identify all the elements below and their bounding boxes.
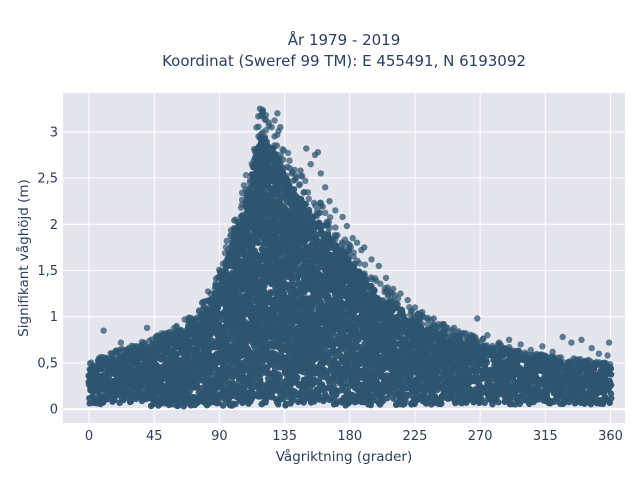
data-point	[273, 379, 279, 385]
data-point	[291, 186, 297, 192]
chart-title-group: År 1979 - 2019 Koordinat (Sweref 99 TM):…	[162, 30, 526, 70]
data-point	[294, 374, 300, 380]
chart-title-line-2: Koordinat (Sweref 99 TM): E 455491, N 61…	[162, 52, 526, 70]
chart-title-line-1: År 1979 - 2019	[288, 30, 401, 49]
